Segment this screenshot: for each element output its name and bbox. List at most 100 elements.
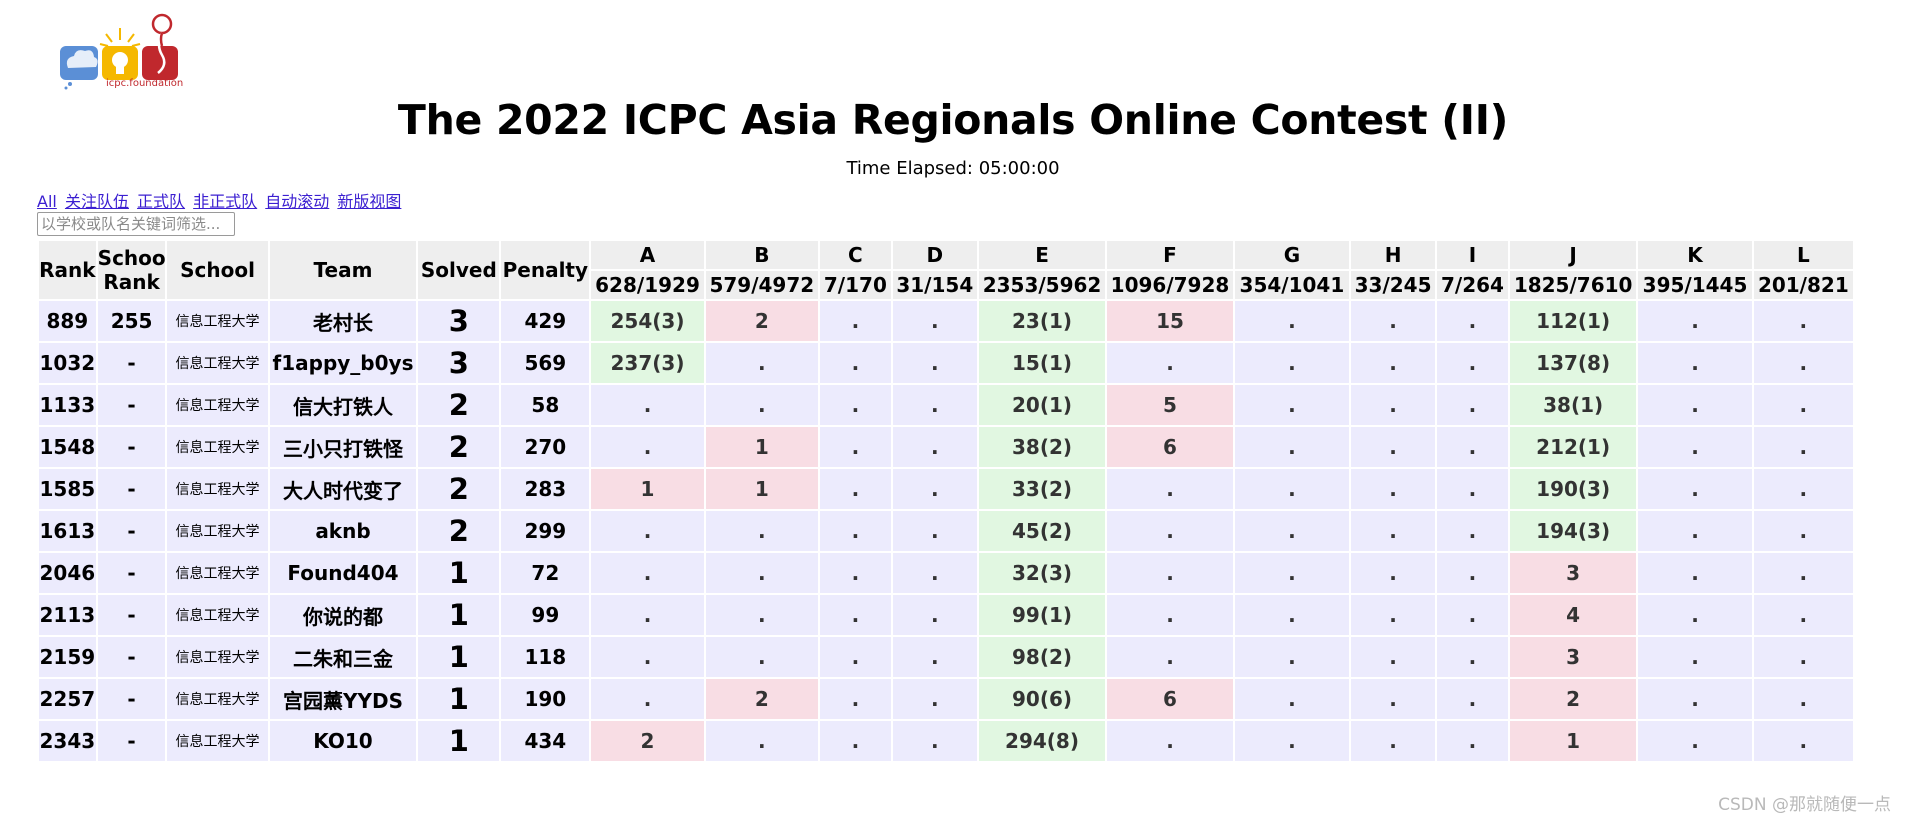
header-problem-b[interactable]: B [703,239,820,271]
header-school-rank: School Rank [95,239,168,301]
school-rank-cell: - [95,467,168,511]
header-problem-e[interactable]: E [976,239,1108,271]
penalty-cell: 434 [499,719,592,763]
problem-f-cell: . [1105,341,1235,385]
problem-h-cell: . [1349,677,1438,721]
table-row[interactable]: 1613- 信息工程大学 aknb 2 299.... 45(2).... 194(3).. [37,509,1856,553]
problem-a-cell: 237(3) [589,341,706,385]
table-row[interactable]: 1032- 信息工程大学 f1appy_b0ys 3 569 237(3)... 15(1)… [37,341,1856,385]
header-problem-h[interactable]: H [1349,239,1438,271]
header-problem-c[interactable]: C [817,239,893,271]
rank-cell: 2113 [37,593,98,637]
header-problem-k[interactable]: K [1636,239,1754,271]
school-rank-cell: - [95,635,168,679]
table-row[interactable]: 2257- 信息工程大学 宫园薰YYDS 1 190. 2.. 90(6) 6... 2.. [37,677,1856,721]
problem-d-cell: . [890,677,979,721]
new-view-link[interactable]: 新版视图 [337,192,402,211]
penalty-cell: 429 [499,299,592,343]
penalty-cell: 283 [499,467,592,511]
search-input[interactable] [37,212,235,236]
problem-k-cell: . [1636,719,1754,763]
problem-d-cell: . [890,509,979,553]
penalty-cell: 118 [499,635,592,679]
header-team: Team [267,239,419,301]
problem-h-cell: . [1349,467,1438,511]
problem-k-cell: . [1636,467,1754,511]
team-cell: 三小只打铁怪 [267,425,419,469]
problem-j-cell: 2 [1507,677,1639,721]
problem-e-cell: 98(2) [976,635,1108,679]
problem-b-cell: 1 [703,425,820,469]
school-cell: 信息工程大学 [165,341,270,385]
problem-stat-j: 1825/7610 [1507,269,1639,301]
problem-f-cell: . [1105,635,1235,679]
problem-d-cell: . [890,467,979,511]
problem-i-cell: . [1435,719,1510,763]
header-problem-j[interactable]: J [1507,239,1639,271]
filter-unofficial-link[interactable]: 非正式队 [193,192,258,211]
problem-j-cell: 137(8) [1507,341,1639,385]
problem-l-cell: . [1751,509,1856,553]
table-row[interactable]: 889 255 信息工程大学 老村长 3 429 254(3) 2.. 23(1) 15... 11… [37,299,1856,343]
icpc-foundation-logo: icpc.foundation [58,8,188,92]
problem-g-cell: . [1232,383,1352,427]
rank-cell: 1032 [37,341,98,385]
header-solved: Solved [416,239,502,301]
logo-caption: icpc.foundation [106,78,184,89]
scoreboard-table: Rank School Rank School Team Solved Penal… [37,239,1856,763]
rank-cell: 1548 [37,425,98,469]
time-elapsed: Time Elapsed: 05:00:00 [846,158,1060,179]
problem-a-cell: . [589,383,706,427]
header-problem-d[interactable]: D [890,239,979,271]
problem-g-cell: . [1232,299,1352,343]
problem-c-cell: . [817,593,893,637]
problem-i-cell: . [1435,593,1510,637]
problem-e-cell: 294(8) [976,719,1108,763]
school-cell: 信息工程大学 [165,551,270,595]
problem-c-cell: . [817,299,893,343]
solved-cell: 2 [416,383,502,427]
table-row[interactable]: 2343- 信息工程大学 KO10 1 434 2... 294(8).... 1.. [37,719,1856,763]
problem-g-cell: . [1232,341,1352,385]
rank-cell: 2257 [37,677,98,721]
team-cell: 宫园薰YYDS [267,677,419,721]
header-problem-l[interactable]: L [1751,239,1856,271]
header-school: School [165,239,270,301]
problem-c-cell: . [817,635,893,679]
problem-i-cell: . [1435,635,1510,679]
header-rank: Rank [37,239,98,301]
header-problem-g[interactable]: G [1232,239,1352,271]
problem-h-cell: . [1349,341,1438,385]
problem-d-cell: . [890,383,979,427]
header-problem-i[interactable]: I [1435,239,1510,271]
school-rank-cell: - [95,509,168,553]
problem-l-cell: . [1751,341,1856,385]
table-row[interactable]: 2046- 信息工程大学 Found404 1 72.... 32(3).... 3.. [37,551,1856,595]
problem-h-cell: . [1349,299,1438,343]
filter-official-link[interactable]: 正式队 [137,192,186,211]
problem-d-cell: . [890,719,979,763]
school-rank-cell: - [95,677,168,721]
problem-k-cell: . [1636,509,1754,553]
table-row[interactable]: 1133- 信息工程大学 信大打铁人 2 58.... 20(1) 5... 38(1).. [37,383,1856,427]
problem-h-cell: . [1349,551,1438,595]
table-row[interactable]: 2113- 信息工程大学 你说的都 1 99.... 99(1).... 4.. [37,593,1856,637]
header-problem-f[interactable]: F [1105,239,1235,271]
solved-cell: 3 [416,341,502,385]
problem-a-cell: 1 [589,467,706,511]
problem-d-cell: . [890,635,979,679]
school-cell: 信息工程大学 [165,635,270,679]
team-cell: 信大打铁人 [267,383,419,427]
filter-all-link[interactable]: All [37,192,57,211]
auto-scroll-link[interactable]: 自动滚动 [265,192,330,211]
problem-stat-h: 33/245 [1349,269,1438,301]
rank-cell: 1133 [37,383,98,427]
filter-followed-link[interactable]: 关注队伍 [64,192,129,211]
problem-k-cell: . [1636,551,1754,595]
header-problem-a[interactable]: A [589,239,706,271]
table-row[interactable]: 1548- 信息工程大学 三小只打铁怪 2 270. 1.. 38(2) 6... 212(1)… [37,425,1856,469]
problem-d-cell: . [890,341,979,385]
problem-c-cell: . [817,677,893,721]
table-row[interactable]: 2159- 信息工程大学 二朱和三金 1 118.... 98(2).... 3.. [37,635,1856,679]
table-row[interactable]: 1585- 信息工程大学 大人时代变了 2 283 1 1.. 33(2).... 190(3)… [37,467,1856,511]
